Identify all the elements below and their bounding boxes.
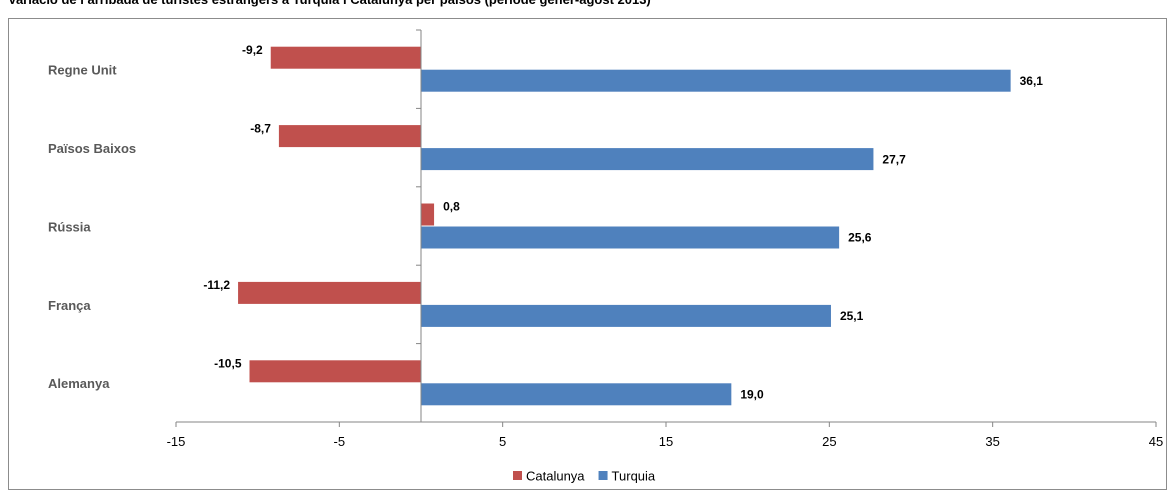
legend-swatch-catalunya <box>513 471 522 480</box>
value-label-turquia-regne-unit: 36,1 <box>1020 74 1044 88</box>
bar-catalunya-paisos-baixos <box>278 125 421 148</box>
value-label-catalunya-paisos-baixos: -8,7 <box>250 121 271 135</box>
x-tick-labels: -15 -5 5 15 25 35 45 <box>167 434 1164 449</box>
value-label-turquia-paisos-baixos: 27,7 <box>882 152 906 166</box>
bar-turquia-regne-unit <box>421 69 1011 92</box>
x-tick-label: 45 <box>1149 434 1163 449</box>
value-label-catalunya-alemanya: -10,5 <box>214 356 242 370</box>
x-tick-label: 35 <box>985 434 999 449</box>
value-label-turquia-russia: 25,6 <box>848 231 872 245</box>
x-tick-label: 25 <box>822 434 836 449</box>
bars <box>238 46 1011 406</box>
category-label-alemanya: Alemanya <box>48 376 110 391</box>
legend: Catalunya Turquia <box>513 468 656 483</box>
bar-catalunya-russia <box>421 203 435 226</box>
value-label-catalunya-franca: -11,2 <box>203 278 230 292</box>
x-tick-label: 5 <box>499 434 506 449</box>
category-label-paisos-baixos: Països Baixos <box>48 141 136 156</box>
bar-turquia-russia <box>421 226 840 249</box>
value-label-turquia-franca: 25,1 <box>840 309 864 323</box>
legend-label-turquia: Turquia <box>612 468 656 483</box>
legend-swatch-turquia <box>598 471 608 480</box>
bar-turquia-paisos-baixos <box>421 148 874 171</box>
bar-catalunya-regne-unit <box>270 46 421 69</box>
category-label-franca: França <box>48 298 91 313</box>
bar-turquia-alemanya <box>421 383 732 406</box>
bar-turquia-franca <box>421 304 831 327</box>
axes <box>175 29 1157 427</box>
x-tick-label: 15 <box>659 434 673 449</box>
x-tick-label: -5 <box>334 434 346 449</box>
chart-title: Variació de l’arribada de turistes estra… <box>8 0 1168 14</box>
legend-label-catalunya: Catalunya <box>526 468 585 483</box>
value-label-catalunya-regne-unit: -9,2 <box>242 43 263 57</box>
category-label-regne-unit: Regne Unit <box>48 63 117 78</box>
chart-frame <box>8 18 1167 490</box>
x-tick-label: -15 <box>167 434 186 449</box>
value-labels: -9,2 36,1 -8,7 27,7 0,8 25,6 -11,2 25,1 -10,5 19,… <box>203 43 1043 402</box>
category-label-russia: Rússia <box>48 219 91 234</box>
bar-catalunya-alemanya <box>249 360 421 383</box>
category-labels: Regne Unit Països Baixos Rússia França Alema… <box>48 63 136 392</box>
bar-catalunya-franca <box>238 281 421 304</box>
value-label-turquia-alemanya: 19,0 <box>740 387 764 401</box>
value-label-catalunya-russia: 0,8 <box>443 200 460 214</box>
